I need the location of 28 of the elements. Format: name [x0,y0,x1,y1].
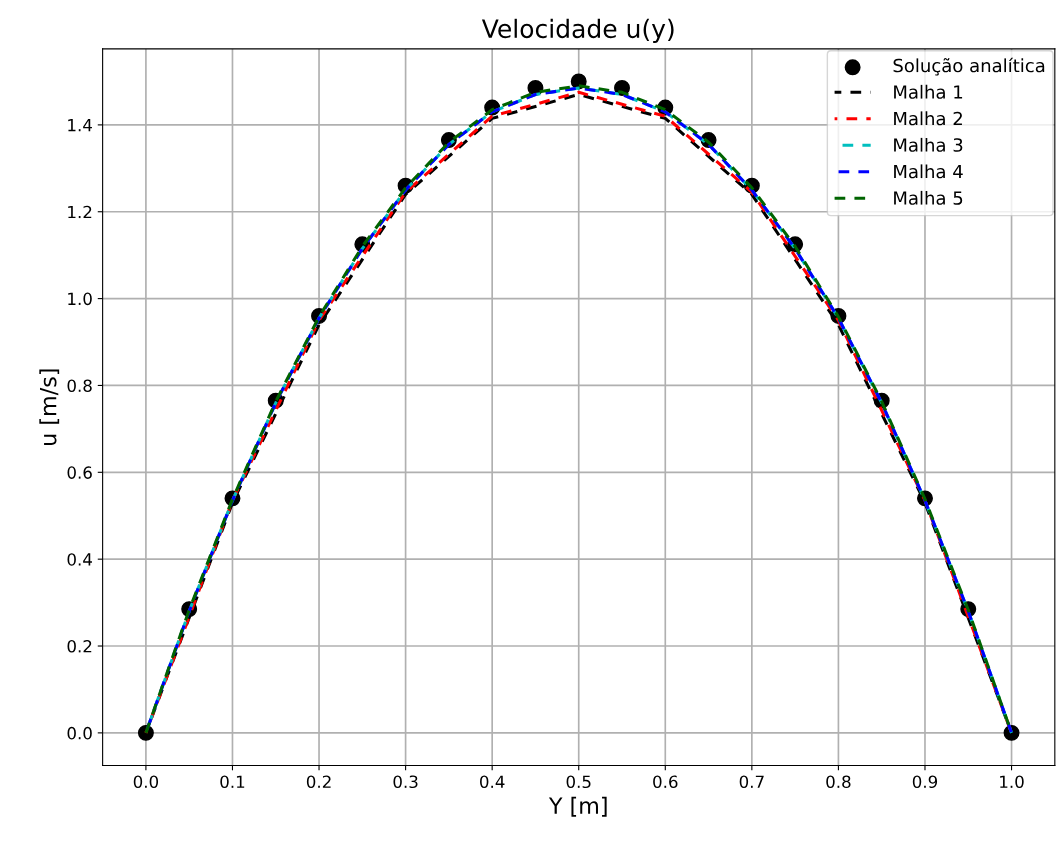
legend-label: Malha 1 [894,84,963,99]
legend-label: Malha 4 [894,164,963,179]
y-tick-label: 0.6 [67,466,92,479]
y-tick-label: 0.8 [67,379,92,393]
y-tick-label: 0.2 [67,639,92,653]
y-tick-label: 1.0 [68,292,92,306]
y-axis-title: u [m/s] [39,369,60,445]
x-axis-title: Y [m] [548,796,607,817]
y-tick-label: 1.4 [68,119,92,132]
x-tick-label: 0.3 [393,775,418,789]
x-tick-label: 1.0 [1000,775,1024,789]
chart-title: Velocidade u(y) [481,18,674,43]
x-tick-label: 0.0 [133,775,159,789]
legend-label: Malha 2 [894,111,962,126]
x-tick-label: 0.1 [220,775,245,789]
legend-label: Malha 3 [894,137,963,152]
y-tick-label: 1.2 [68,205,92,219]
x-tick-label: 0.9 [912,775,938,789]
x-tick-label: 0.6 [653,775,678,789]
y-tick-label: 0.4 [67,553,92,566]
x-tick-label: 0.7 [739,775,764,789]
legend-label: Malha 5 [894,190,963,205]
x-tick-label: 0.2 [306,775,331,789]
y-tick-label: 0.0 [67,726,92,740]
legend-label: Solução analítica [893,57,1045,76]
x-tick-label: 0.4 [480,775,505,789]
x-tick-label: 0.5 [566,775,591,789]
x-tick-label: 0.8 [826,775,851,789]
